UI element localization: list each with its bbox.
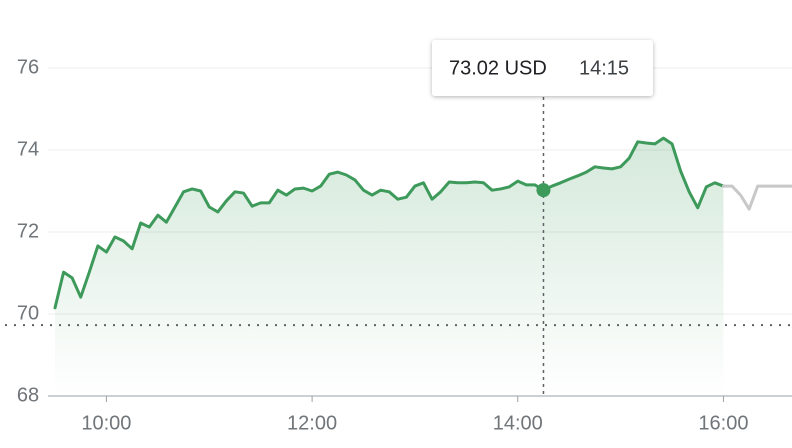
price-line bbox=[721, 184, 792, 211]
price-line bbox=[53, 136, 725, 310]
x-tick-label: 10:00 bbox=[81, 412, 131, 434]
x-tick-label: 12:00 bbox=[287, 412, 337, 434]
y-tick-label: 70 bbox=[17, 302, 39, 324]
hover-point bbox=[536, 183, 551, 198]
y-tick-label: 76 bbox=[17, 56, 39, 78]
tooltip-time: 14:15 bbox=[579, 57, 629, 79]
plot bbox=[53, 97, 792, 397]
tooltip-box bbox=[432, 40, 653, 96]
x-tick-label: 14:00 bbox=[493, 412, 543, 434]
tooltip-value: 73.02 USD bbox=[449, 57, 547, 79]
y-tick-label: 68 bbox=[17, 384, 39, 406]
area bbox=[55, 138, 724, 397]
tooltip: 73.02 USD 14:15 bbox=[432, 40, 653, 96]
y-tick-label: 74 bbox=[17, 138, 39, 160]
y-tick-label: 72 bbox=[17, 220, 39, 242]
x-tick-label: 16:00 bbox=[698, 412, 748, 434]
